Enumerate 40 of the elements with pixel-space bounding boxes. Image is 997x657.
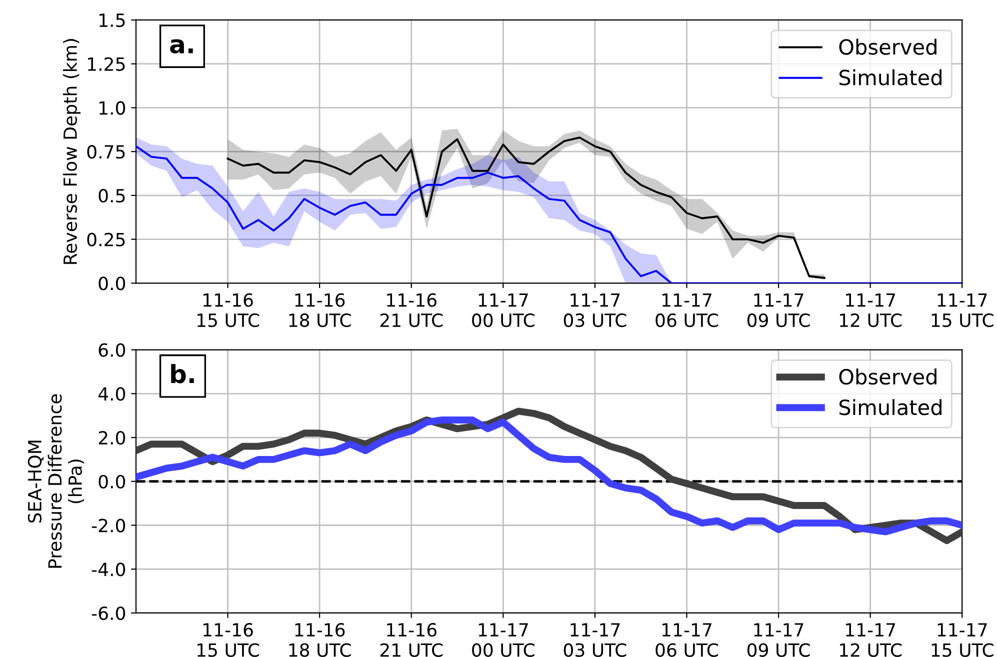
y-tick-label: 0.25 [87, 232, 125, 246]
y-tick-label: 1.5 [100, 14, 125, 28]
x-tick-label: 11-16 21 UTC [380, 293, 443, 328]
x-tick-label: 11-17 09 UTC [747, 293, 810, 328]
y-axis-title: Reverse Flow Depth (km) [63, 39, 81, 264]
y-tick-label: 2.0 [98, 430, 126, 445]
x-tick-label: 11-17 15 UTC [932, 293, 994, 328]
y-tick-label: 0.5 [98, 188, 125, 203]
y-axis-title: SEA-HQM Pressure Difference (hPa) [28, 394, 84, 568]
y-tick-label: -4.0 [92, 562, 126, 576]
x-tick-label: 11-17 00 UTC [472, 623, 534, 657]
legend-label: Observed [839, 368, 936, 385]
x-tick-label: 11-16 18 UTC [289, 623, 351, 657]
x-tick-label: 11-16 21 UTC [380, 623, 443, 657]
y-tick-label: 1.0 [100, 101, 126, 115]
x-tick-label: 11-17 06 UTC [656, 293, 718, 328]
x-tick-label: 11-17 12 UTC [840, 623, 902, 657]
x-tick-label: 11-17 03 UTC [564, 623, 626, 657]
y-tick-label: 6.0 [98, 343, 126, 357]
x-tick-label: 11-17 12 UTC [840, 293, 902, 328]
legend-label: Simulated [839, 69, 942, 86]
x-tick-label: 11-16 15 UTC [198, 293, 260, 328]
legend-label: Simulated [839, 399, 942, 416]
x-tick-label: 11-17 09 UTC [747, 623, 810, 657]
y-tick-label: 0.0 [98, 474, 126, 488]
x-tick-label: 11-17 00 UTC [472, 293, 534, 328]
y-tick-label: -2.0 [92, 518, 126, 532]
annotation: a. [170, 39, 193, 54]
y-tick-label: 0.0 [98, 276, 126, 290]
y-tick-label: 1.25 [88, 57, 125, 71]
x-tick-label: 11-16 15 UTC [198, 623, 260, 657]
x-tick-label: 11-17 03 UTC [564, 293, 626, 328]
annotation: b. [171, 364, 194, 384]
y-tick-label: 0.75 [87, 145, 125, 159]
x-tick-label: 11-16 18 UTC [289, 293, 351, 328]
x-tick-label: 11-17 06 UTC [656, 623, 718, 657]
y-tick-label: -6.0 [92, 606, 126, 620]
legend-label: Observed [839, 38, 936, 55]
y-tick-label: 4.0 [98, 387, 126, 401]
x-tick-label: 11-17 15 UTC [932, 623, 994, 657]
